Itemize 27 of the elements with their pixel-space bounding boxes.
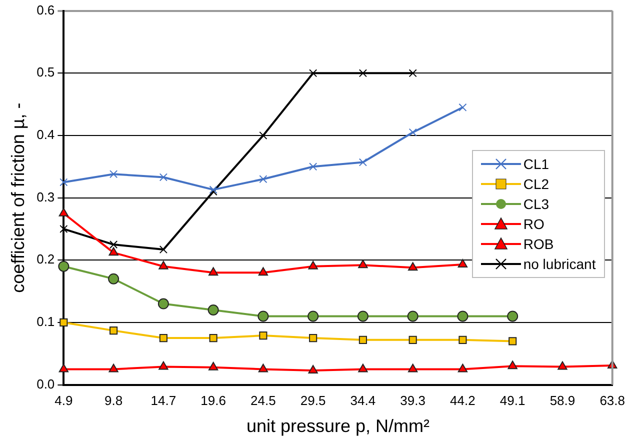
x-tick-label: 49.1 bbox=[500, 393, 526, 408]
x-tick-label: 14.7 bbox=[150, 393, 176, 408]
legend-label: RO bbox=[523, 214, 544, 234]
y-tick-label: 0.4 bbox=[36, 127, 55, 142]
x-tick-label: 29.5 bbox=[300, 393, 326, 408]
legend-label: CL3 bbox=[523, 194, 550, 214]
x-tick-label: 58.9 bbox=[550, 393, 576, 408]
legend-label: ROB bbox=[523, 234, 554, 254]
y-tick-label: 0.3 bbox=[36, 189, 55, 204]
x-tick-label: 19.6 bbox=[200, 393, 226, 408]
y-axis-title: coefficient of friction µ, - bbox=[8, 102, 28, 293]
legend-label: no lubricant bbox=[523, 254, 596, 274]
x-tick-label: 4.9 bbox=[54, 393, 73, 408]
legend-label: CL2 bbox=[523, 174, 550, 194]
x-tick-label: 34.4 bbox=[350, 393, 376, 408]
x-tick-label: 44.2 bbox=[450, 393, 476, 408]
x-tick-label: 39.3 bbox=[400, 393, 426, 408]
x-tick-label: 24.5 bbox=[250, 393, 276, 408]
y-tick-label: 0.5 bbox=[36, 64, 55, 80]
y-tick-label: 0.0 bbox=[36, 376, 55, 392]
y-tick-label: 0.6 bbox=[36, 2, 55, 18]
x-tick-label: 9.8 bbox=[104, 393, 123, 408]
x-tick-label: 63.8 bbox=[600, 393, 626, 408]
y-tick-label: 0.1 bbox=[36, 314, 55, 330]
x-axis-title: unit pressure p, N/mm² bbox=[246, 416, 430, 436]
y-tick-label: 0.2 bbox=[36, 252, 55, 267]
legend-label: CL1 bbox=[523, 154, 550, 174]
